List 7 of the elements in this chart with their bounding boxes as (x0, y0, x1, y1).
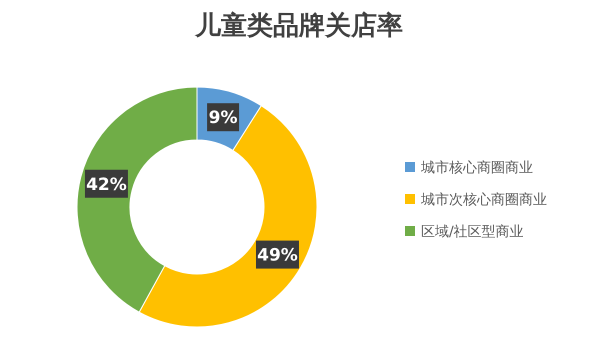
data-label: 42% (86, 174, 127, 195)
legend-label: 城市核心商圈商业 (420, 160, 533, 176)
chart-title: 儿童类品牌关店率 (194, 11, 403, 41)
legend-label: 城市次核心商圈商业 (420, 192, 547, 208)
legend-label: 区域/社区型商业 (421, 224, 524, 240)
data-label: 9% (208, 108, 238, 128)
data-label: 49% (257, 246, 298, 266)
